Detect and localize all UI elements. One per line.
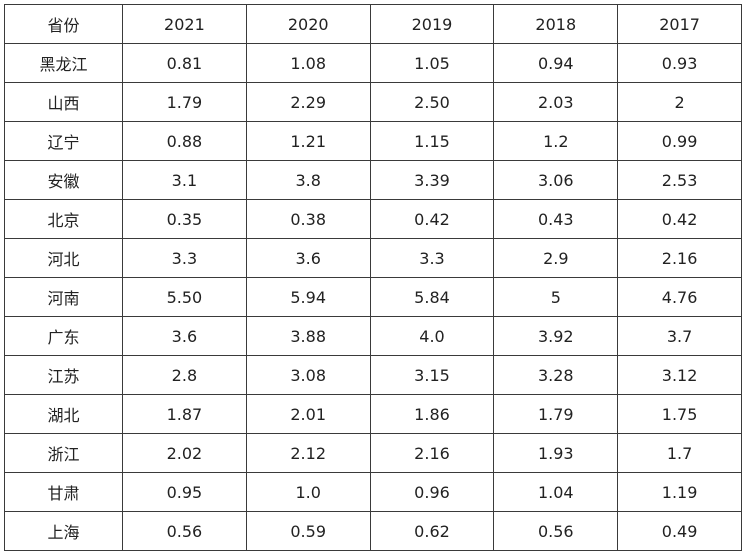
value-cell: 2.53 <box>617 160 742 200</box>
value-cell: 2.12 <box>245 433 371 473</box>
province-cell: 河南 <box>4 277 123 317</box>
value-cell: 5.94 <box>245 277 371 317</box>
value-cell: 0.99 <box>617 121 742 161</box>
value-cell: 0.95 <box>122 472 247 512</box>
value-cell: 3.7 <box>617 316 742 356</box>
value-cell: 1.15 <box>369 121 495 161</box>
table-row: 湖北 1.87 2.01 1.86 1.79 1.75 <box>4 394 742 434</box>
value-cell: 0.93 <box>617 43 742 83</box>
value-cell: 2.02 <box>122 433 247 473</box>
value-cell: 3.06 <box>493 160 619 200</box>
province-cell: 安徽 <box>4 160 123 200</box>
value-cell: 0.81 <box>122 43 247 83</box>
value-cell: 1.79 <box>122 82 247 122</box>
value-cell: 1.93 <box>493 433 619 473</box>
value-cell: 5.84 <box>369 277 495 317</box>
province-cell: 浙江 <box>4 433 123 473</box>
header-row: 省份 2021 2020 2019 2018 2017 <box>4 4 742 44</box>
header-cell: 2020 <box>245 4 371 44</box>
value-cell: 0.56 <box>122 511 247 551</box>
province-cell: 江苏 <box>4 355 123 395</box>
value-cell: 0.42 <box>617 199 742 239</box>
table-row: 上海 0.56 0.59 0.62 0.56 0.49 <box>4 511 742 551</box>
table-row: 黑龙江 0.81 1.08 1.05 0.94 0.93 <box>4 43 742 83</box>
value-cell: 0.38 <box>245 199 371 239</box>
value-cell: 2.16 <box>617 238 742 278</box>
header-cell: 2019 <box>369 4 495 44</box>
value-cell: 3.28 <box>493 355 619 395</box>
value-cell: 2.8 <box>122 355 247 395</box>
value-cell: 1.7 <box>617 433 742 473</box>
value-cell: 5.50 <box>122 277 247 317</box>
value-cell: 0.43 <box>493 199 619 239</box>
value-cell: 2.03 <box>493 82 619 122</box>
province-cell: 北京 <box>4 199 123 239</box>
table-row: 河南 5.50 5.94 5.84 5 4.76 <box>4 277 742 317</box>
value-cell: 1.05 <box>369 43 495 83</box>
value-cell: 1.19 <box>617 472 742 512</box>
value-cell: 3.15 <box>369 355 495 395</box>
province-cell: 山西 <box>4 82 123 122</box>
table-row: 北京 0.35 0.38 0.42 0.43 0.42 <box>4 199 742 239</box>
value-cell: 0.59 <box>245 511 371 551</box>
value-cell: 3.8 <box>245 160 371 200</box>
province-cell: 辽宁 <box>4 121 123 161</box>
table-row: 安徽 3.1 3.8 3.39 3.06 2.53 <box>4 160 742 200</box>
value-cell: 1.87 <box>122 394 247 434</box>
province-cell: 河北 <box>4 238 123 278</box>
value-cell: 0.56 <box>493 511 619 551</box>
table-row: 广东 3.6 3.88 4.0 3.92 3.7 <box>4 316 742 356</box>
value-cell: 3.39 <box>369 160 495 200</box>
value-cell: 1.08 <box>245 43 371 83</box>
province-cell: 黑龙江 <box>4 43 123 83</box>
value-cell: 2.29 <box>245 82 371 122</box>
value-cell: 0.96 <box>369 472 495 512</box>
value-cell: 4.76 <box>617 277 742 317</box>
table-row: 山西 1.79 2.29 2.50 2.03 2 <box>4 82 742 122</box>
value-cell: 2.16 <box>369 433 495 473</box>
value-cell: 0.49 <box>617 511 742 551</box>
value-cell: 3.92 <box>493 316 619 356</box>
value-cell: 1.75 <box>617 394 742 434</box>
province-cell: 上海 <box>4 511 123 551</box>
table-row: 浙江 2.02 2.12 2.16 1.93 1.7 <box>4 433 742 473</box>
value-cell: 4.0 <box>369 316 495 356</box>
province-cell: 广东 <box>4 316 123 356</box>
value-cell: 3.88 <box>245 316 371 356</box>
value-cell: 3.12 <box>617 355 742 395</box>
value-cell: 0.62 <box>369 511 495 551</box>
table-row: 江苏 2.8 3.08 3.15 3.28 3.12 <box>4 355 742 395</box>
value-cell: 5 <box>493 277 619 317</box>
table-row: 河北 3.3 3.6 3.3 2.9 2.16 <box>4 238 742 278</box>
table-row: 辽宁 0.88 1.21 1.15 1.2 0.99 <box>4 121 742 161</box>
value-cell: 3.3 <box>122 238 247 278</box>
header-cell: 2021 <box>122 4 247 44</box>
province-cell: 湖北 <box>4 394 123 434</box>
value-cell: 1.04 <box>493 472 619 512</box>
header-cell: 省份 <box>4 4 123 44</box>
value-cell: 2.9 <box>493 238 619 278</box>
value-cell: 3.1 <box>122 160 247 200</box>
value-cell: 1.21 <box>245 121 371 161</box>
value-cell: 0.88 <box>122 121 247 161</box>
value-cell: 1.2 <box>493 121 619 161</box>
value-cell: 3.08 <box>245 355 371 395</box>
value-cell: 3.3 <box>369 238 495 278</box>
province-data-table: 省份 2021 2020 2019 2018 2017 黑龙江 0.81 1.0… <box>4 4 742 551</box>
value-cell: 1.79 <box>493 394 619 434</box>
value-cell: 0.35 <box>122 199 247 239</box>
value-cell: 2.50 <box>369 82 495 122</box>
header-cell: 2017 <box>617 4 742 44</box>
table-row: 甘肃 0.95 1.0 0.96 1.04 1.19 <box>4 472 742 512</box>
value-cell: 3.6 <box>122 316 247 356</box>
value-cell: 2.01 <box>245 394 371 434</box>
value-cell: 2 <box>617 82 742 122</box>
header-cell: 2018 <box>493 4 619 44</box>
value-cell: 0.94 <box>493 43 619 83</box>
value-cell: 3.6 <box>245 238 371 278</box>
value-cell: 0.42 <box>369 199 495 239</box>
value-cell: 1.86 <box>369 394 495 434</box>
value-cell: 1.0 <box>245 472 371 512</box>
province-cell: 甘肃 <box>4 472 123 512</box>
